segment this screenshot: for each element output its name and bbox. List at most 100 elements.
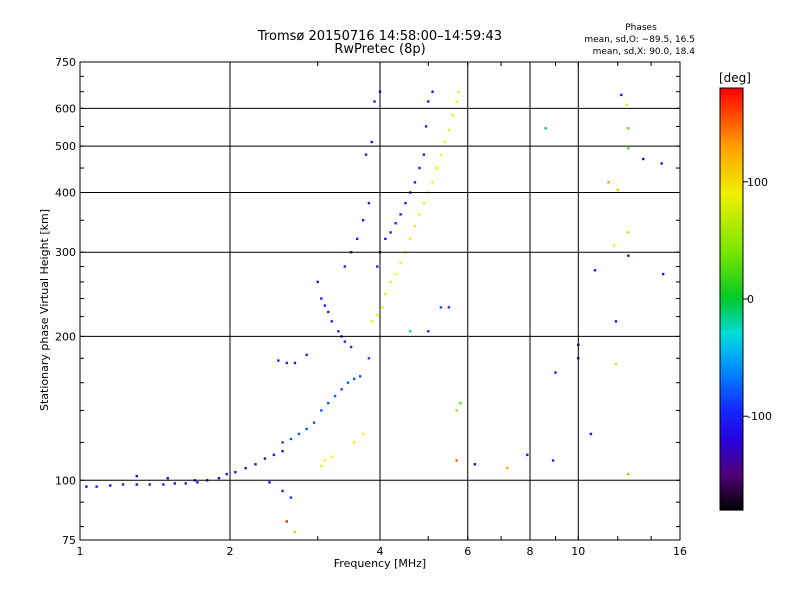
colorbar-band <box>720 270 743 275</box>
data-point <box>166 477 169 480</box>
colorbar-band <box>720 365 743 370</box>
colorbar-band <box>720 457 743 462</box>
data-point <box>389 280 392 284</box>
data-point <box>361 219 365 222</box>
y-tick-label: 100 <box>55 474 76 487</box>
colorbar-band <box>720 235 743 240</box>
colorbar-band <box>720 309 743 314</box>
data-point <box>330 320 333 323</box>
colorbar-band <box>720 337 743 342</box>
colorbar-band <box>720 397 743 402</box>
data-point <box>327 401 330 405</box>
y-axis-label: Stationary phase Virtual Height [km] <box>38 209 51 411</box>
colorbar-band <box>720 179 743 184</box>
colorbar-band <box>720 467 743 472</box>
data-point <box>352 377 356 381</box>
data-point <box>367 357 371 360</box>
data-point <box>320 297 323 300</box>
data-point <box>589 432 593 436</box>
colorbar-band <box>720 481 743 486</box>
colorbar-band <box>720 214 743 219</box>
data-point <box>427 100 430 103</box>
colorbar-band <box>720 256 743 261</box>
colorbar-band <box>720 362 743 367</box>
colorbar-band <box>720 302 743 307</box>
colorbar-band <box>720 189 743 195</box>
data-point <box>422 201 426 205</box>
data-point <box>361 432 365 436</box>
data-point <box>135 483 138 486</box>
colorbar-band <box>720 323 743 328</box>
colorbar-tick-label: 0 <box>747 293 754 306</box>
colorbar-band <box>720 358 743 363</box>
colorbar-band <box>720 225 743 230</box>
data-point <box>272 453 276 457</box>
colorbar-band <box>720 154 743 159</box>
data-point <box>327 310 330 314</box>
colorbar-band <box>720 393 743 399</box>
colorbar-band <box>720 161 743 166</box>
data-point <box>418 213 421 216</box>
colorbar-band <box>720 453 743 458</box>
colorbar-band <box>720 355 743 360</box>
data-point <box>173 482 177 485</box>
data-point <box>473 463 477 466</box>
data-points <box>85 90 665 534</box>
data-point <box>184 482 187 485</box>
data-point <box>330 455 333 458</box>
data-point <box>95 485 98 488</box>
data-point <box>435 166 438 170</box>
colorbar-band <box>720 197 743 202</box>
x-tick-label: 1 <box>77 545 84 558</box>
data-point <box>316 280 319 284</box>
colorbar-band <box>720 348 743 353</box>
y-tick-label: 500 <box>55 140 76 153</box>
colorbar-band <box>720 116 743 121</box>
data-point <box>343 265 347 268</box>
y-tick-label: 75 <box>62 534 76 547</box>
data-point <box>607 181 610 184</box>
data-point <box>370 140 373 144</box>
colorbar-band <box>720 147 743 152</box>
data-point <box>373 100 376 103</box>
data-point <box>293 361 297 365</box>
colorbar-band <box>720 439 743 444</box>
colorbar-band <box>720 123 743 128</box>
colorbar-band <box>720 186 743 191</box>
colorbar-band <box>720 492 743 497</box>
data-point <box>455 409 458 412</box>
y-tick-label: 600 <box>55 102 76 115</box>
colorbar-band <box>720 390 743 395</box>
colorbar-band <box>720 263 743 268</box>
data-point <box>305 353 308 357</box>
data-point <box>660 162 663 165</box>
data-point <box>268 481 271 484</box>
colorbar-band <box>720 221 743 226</box>
colorbar-band <box>720 404 743 409</box>
data-point <box>439 153 443 156</box>
colorbar-band <box>720 232 743 237</box>
colorbar-band <box>720 207 743 212</box>
data-point <box>404 201 407 205</box>
colorbar-band <box>720 218 743 223</box>
colorbar-band <box>720 291 743 297</box>
tick-labels: 1 2 4 6 8 10 16 75 100 200 300 400 500 600 750 <box>55 56 687 558</box>
data-point <box>135 474 138 478</box>
colorbar-band <box>720 175 743 181</box>
colorbar-band <box>720 320 743 325</box>
colorbar-band <box>720 460 743 465</box>
colorbar-band <box>720 130 743 135</box>
data-point <box>399 261 402 265</box>
colorbar-band <box>720 204 743 209</box>
colorbar-band <box>720 474 743 479</box>
data-point <box>413 225 417 228</box>
colorbar-band <box>720 277 743 283</box>
data-point <box>297 432 301 436</box>
data-point <box>447 306 451 309</box>
data-point <box>413 181 417 184</box>
data-point <box>225 472 228 476</box>
data-point <box>196 481 199 484</box>
data-point <box>627 254 630 257</box>
y-tick-label: 400 <box>55 186 76 199</box>
colorbar-band <box>720 344 743 349</box>
